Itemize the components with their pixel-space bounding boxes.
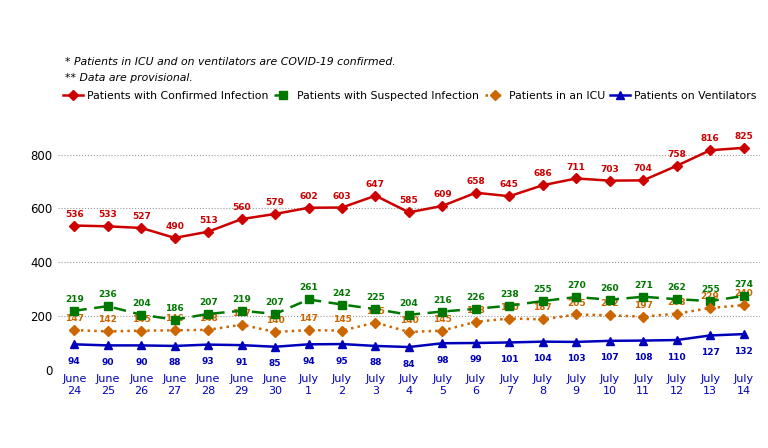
Text: 270: 270: [567, 281, 586, 290]
Text: 142: 142: [98, 315, 118, 324]
Text: COVD-19 Hospitalizations Reported by MS Hospitals, 6/24/20-7/14/20 *,**: COVD-19 Hospitalizations Reported by MS …: [9, 14, 614, 29]
Text: 208: 208: [667, 298, 686, 307]
Text: 704: 704: [634, 164, 653, 173]
Text: 167: 167: [232, 309, 251, 318]
Text: 90: 90: [101, 358, 114, 367]
Text: 175: 175: [366, 306, 385, 315]
Text: 216: 216: [433, 296, 452, 305]
Text: 238: 238: [500, 290, 518, 299]
Text: 825: 825: [734, 132, 753, 141]
Text: 647: 647: [366, 180, 385, 189]
Text: 262: 262: [667, 283, 686, 292]
Text: 85: 85: [269, 359, 281, 368]
Text: 99: 99: [469, 356, 482, 365]
Text: 207: 207: [199, 298, 217, 307]
Text: 603: 603: [333, 192, 351, 201]
Text: 146: 146: [165, 314, 184, 323]
Text: 90: 90: [135, 358, 147, 367]
Text: 190: 190: [500, 302, 518, 311]
Text: 110: 110: [667, 353, 686, 362]
Text: 536: 536: [65, 210, 84, 219]
Text: 88: 88: [168, 358, 181, 367]
Text: 816: 816: [700, 134, 720, 143]
Text: 204: 204: [132, 299, 151, 308]
Text: 242: 242: [333, 289, 352, 297]
Text: 88: 88: [369, 358, 382, 367]
Text: 560: 560: [233, 203, 251, 212]
Text: 103: 103: [567, 354, 585, 363]
Text: 271: 271: [634, 281, 653, 290]
Text: 186: 186: [165, 304, 184, 313]
Text: 585: 585: [399, 196, 419, 205]
Text: 145: 145: [132, 314, 151, 323]
Text: 104: 104: [534, 354, 552, 363]
Text: 91: 91: [235, 358, 248, 366]
Text: 145: 145: [433, 314, 452, 323]
Text: 240: 240: [734, 289, 753, 298]
Text: 202: 202: [601, 299, 619, 308]
Text: 127: 127: [700, 348, 720, 357]
Text: 255: 255: [700, 285, 720, 294]
Text: 101: 101: [500, 355, 518, 364]
Text: 533: 533: [98, 211, 118, 220]
Text: 236: 236: [98, 290, 118, 299]
Text: 94: 94: [68, 357, 81, 366]
Text: 711: 711: [567, 163, 586, 172]
Text: 261: 261: [300, 284, 318, 293]
Text: 527: 527: [132, 212, 151, 221]
Text: 207: 207: [266, 298, 284, 307]
Text: 140: 140: [399, 316, 419, 325]
Text: 602: 602: [300, 192, 318, 201]
Text: 703: 703: [601, 165, 619, 174]
Text: 98: 98: [436, 356, 449, 365]
Text: 94: 94: [302, 357, 315, 366]
Text: 140: 140: [266, 316, 284, 325]
Text: 686: 686: [534, 169, 552, 178]
Text: 229: 229: [700, 292, 720, 301]
Text: 132: 132: [734, 347, 753, 356]
Text: 219: 219: [65, 295, 84, 304]
Text: 108: 108: [634, 353, 653, 362]
Text: 758: 758: [667, 150, 686, 159]
Text: * Patients in ICU and on ventilators are COVID-19 confirmed.: * Patients in ICU and on ventilators are…: [65, 56, 396, 67]
Text: 255: 255: [534, 285, 552, 294]
Text: 609: 609: [433, 190, 452, 199]
Text: 226: 226: [466, 293, 485, 302]
Text: 84: 84: [402, 360, 415, 369]
Text: ** Data are provisional.: ** Data are provisional.: [65, 73, 193, 83]
Text: 645: 645: [500, 180, 519, 189]
Text: 147: 147: [299, 314, 318, 323]
Text: 204: 204: [399, 299, 419, 308]
Text: 148: 148: [199, 314, 217, 323]
Text: 490: 490: [165, 222, 184, 231]
Text: 178: 178: [466, 306, 485, 315]
Text: 579: 579: [266, 198, 285, 207]
Text: 187: 187: [533, 303, 552, 312]
Text: 95: 95: [336, 357, 349, 366]
Text: 107: 107: [601, 353, 619, 362]
Text: 513: 513: [199, 216, 217, 225]
Text: 274: 274: [734, 280, 753, 289]
Text: 658: 658: [466, 177, 485, 186]
Text: 260: 260: [601, 284, 619, 293]
Text: 145: 145: [333, 314, 352, 323]
Text: 197: 197: [634, 301, 653, 310]
Text: 225: 225: [366, 293, 385, 302]
Text: 219: 219: [232, 295, 251, 304]
Text: 147: 147: [65, 314, 84, 323]
Text: 93: 93: [202, 357, 214, 366]
Text: 205: 205: [567, 298, 585, 307]
Legend: Patients with Confirmed Infection, Patients with Suspected Infection, Patients i: Patients with Confirmed Infection, Patie…: [63, 90, 756, 100]
